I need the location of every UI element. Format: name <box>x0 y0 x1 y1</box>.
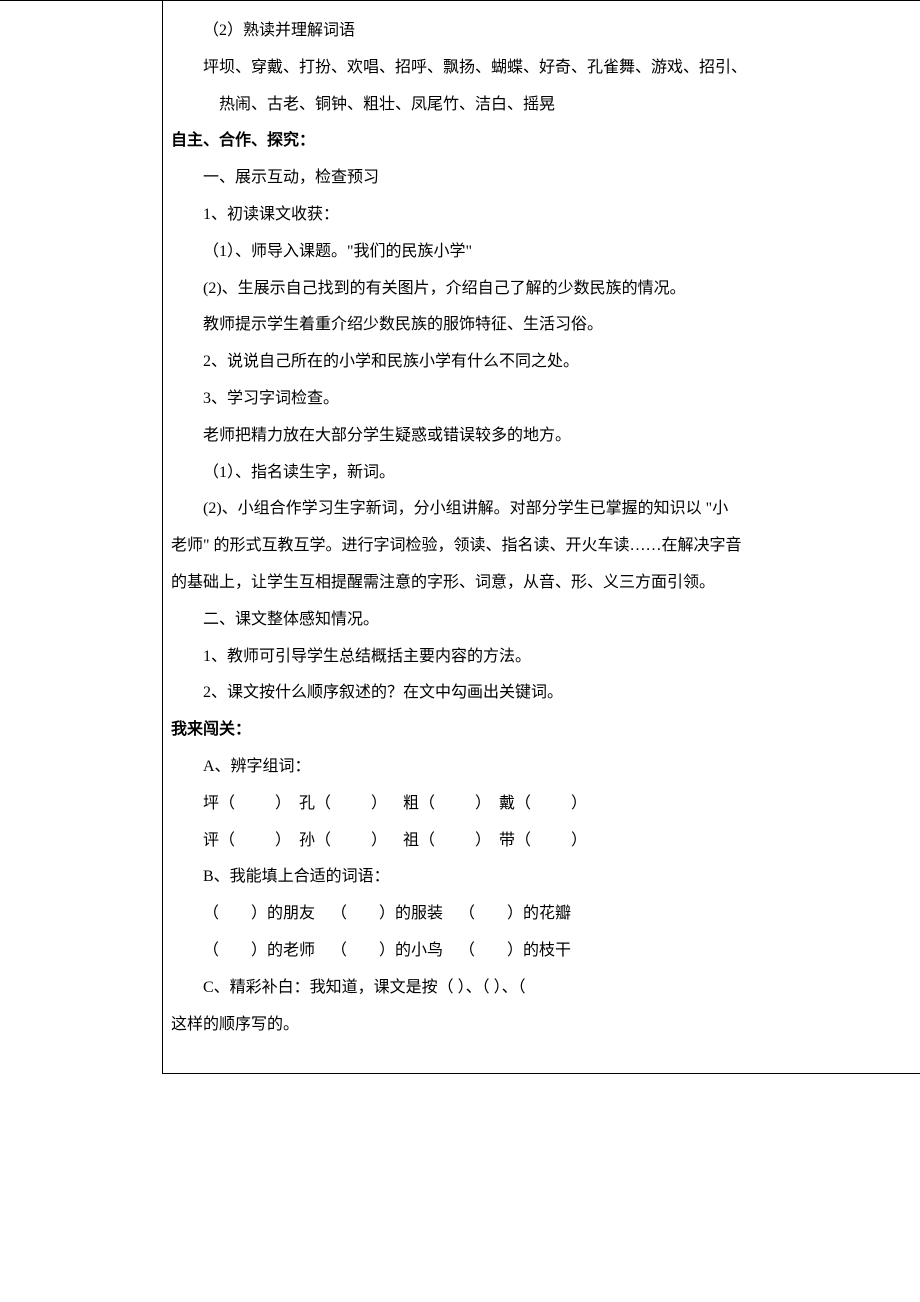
text-line: （1）、指名读生字，新词。 <box>171 455 900 492</box>
text-line: 2、课文按什么顺序叙述的？在文中勾画出关键词。 <box>171 675 900 712</box>
text-line: B、我能填上合适的词语： <box>171 859 900 896</box>
text-line: 二、课文整体感知情况。 <box>171 602 900 639</box>
text-line: 坪坝、穿戴、打扮、欢唱、招呼、飘扬、蝴蝶、好奇、孔雀舞、游戏、招引、 <box>171 50 900 87</box>
text-line: 1、初读课文收获： <box>171 197 900 234</box>
text-line: （2）熟读并理解词语 <box>171 13 900 50</box>
text-line: 的基础上，让学生互相提醒需注意的字形、词意，从音、形、义三方面引领。 <box>171 565 900 602</box>
fill-blank-row: （ ）的老师 （ ）的小鸟 （ ）的枝干 <box>171 933 900 970</box>
left-margin-cell <box>0 1 163 1074</box>
section-heading: 我来闯关： <box>171 712 900 749</box>
text-line: 1、教师可引导学生总结概括主要内容的方法。 <box>171 639 900 676</box>
text-line: 老师" 的形式互教互学。进行字词检验，领读、指名读、开火车读……在解决字音 <box>171 528 900 565</box>
text-line: （1）、师导入课题。"我们的民族小学" <box>171 234 900 271</box>
text-line: 教师提示学生着重介绍少数民族的服饰特征、生活习俗。 <box>171 307 900 344</box>
fill-blank-row: （ ）的朋友 （ ）的服装 （ ）的花瓣 <box>171 896 900 933</box>
text-line: 3、学习字词检查。 <box>171 381 900 418</box>
text-line: 热闹、古老、铜钟、粗壮、凤尾竹、洁白、摇晃 <box>171 87 900 124</box>
text-line: 老师把精力放在大部分学生疑惑或错误较多的地方。 <box>171 418 900 455</box>
section-heading: 自主、合作、探究： <box>171 123 900 160</box>
fill-blank-row: 评（ ） 孙（ ） 祖（ ） 带（ ） <box>171 823 900 860</box>
text-line: C、精彩补白：我知道，课文是按（ ）、（ ）、（ <box>171 970 900 1007</box>
text-line: 一、展示互动，检查预习 <box>171 160 900 197</box>
fill-blank-row: 坪（ ） 孔（ ） 粗（ ） 戴（ ） <box>171 786 900 823</box>
text-line: 这样的顺序写的。 <box>171 1007 900 1044</box>
text-line: A、辨字组词： <box>171 749 900 786</box>
text-line: (2)、生展示自己找到的有关图片，介绍自己了解的少数民族的情况。 <box>171 271 900 308</box>
content-cell: （2）熟读并理解词语 坪坝、穿戴、打扮、欢唱、招呼、飘扬、蝴蝶、好奇、孔雀舞、游… <box>163 1 920 1074</box>
text-line: (2)、小组合作学习生字新词，分小组讲解。对部分学生已掌握的知识以 "小 <box>171 491 900 528</box>
layout-table: （2）熟读并理解词语 坪坝、穿戴、打扮、欢唱、招呼、飘扬、蝴蝶、好奇、孔雀舞、游… <box>0 0 920 1074</box>
text-line: 2、说说自己所在的小学和民族小学有什么不同之处。 <box>171 344 900 381</box>
page-container: （2）熟读并理解词语 坪坝、穿戴、打扮、欢唱、招呼、飘扬、蝴蝶、好奇、孔雀舞、游… <box>0 0 920 1074</box>
